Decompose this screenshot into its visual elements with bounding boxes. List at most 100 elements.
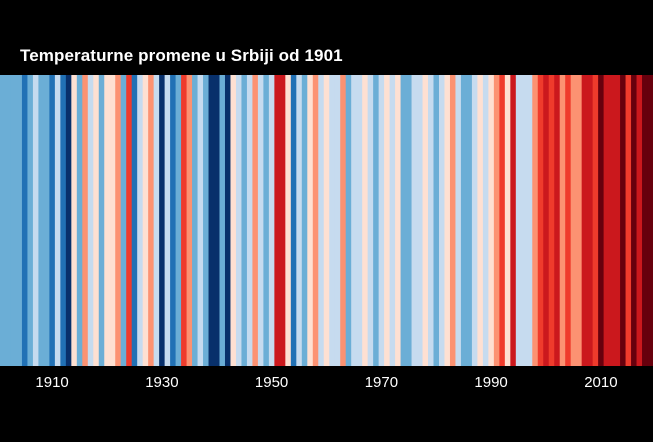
stripe-1907 bbox=[32, 75, 40, 366]
stripe-1962 bbox=[334, 75, 341, 366]
x-tick-label-1930: 1930 bbox=[145, 374, 179, 391]
stripe-1958 bbox=[312, 75, 319, 366]
stripe-1985 bbox=[460, 75, 468, 366]
stripe-1926 bbox=[137, 75, 144, 366]
stripe-1970 bbox=[378, 75, 385, 366]
stripe-2016 bbox=[631, 75, 638, 366]
stripe-2017 bbox=[636, 75, 643, 366]
stripe-1978 bbox=[422, 75, 429, 366]
stripe-1911 bbox=[54, 75, 61, 366]
stripe-1953 bbox=[285, 75, 292, 366]
stripe-1917 bbox=[87, 75, 94, 366]
stripe-1952 bbox=[279, 75, 286, 366]
stripe-1923 bbox=[120, 75, 127, 366]
stripe-1932 bbox=[170, 75, 177, 366]
stripe-1909 bbox=[43, 75, 50, 366]
stripe-1983 bbox=[449, 75, 457, 366]
stripe-2000 bbox=[543, 75, 550, 366]
stripe-1959 bbox=[318, 75, 325, 366]
stripes-plot-area bbox=[0, 75, 653, 366]
stripe-1936 bbox=[192, 75, 199, 366]
stripe-1949 bbox=[263, 75, 270, 366]
stripe-1943 bbox=[230, 75, 237, 366]
stripe-1929 bbox=[153, 75, 160, 366]
stripe-2002 bbox=[554, 75, 561, 366]
stripe-2014 bbox=[620, 75, 627, 366]
stripe-1908 bbox=[38, 75, 45, 366]
stripe-2003 bbox=[559, 75, 566, 366]
stripe-2011 bbox=[603, 75, 610, 366]
stripe-1968 bbox=[367, 75, 374, 366]
stripe-1960 bbox=[323, 75, 330, 366]
stripe-1999 bbox=[537, 75, 544, 366]
stripe-1910 bbox=[49, 75, 56, 366]
stripe-1916 bbox=[82, 75, 89, 366]
stripe-1993 bbox=[504, 75, 511, 366]
stripe-2018 bbox=[642, 75, 649, 366]
stripe-1966 bbox=[356, 75, 363, 366]
stripe-1987 bbox=[471, 75, 479, 366]
stripe-1942 bbox=[224, 75, 232, 366]
stripe-1913 bbox=[65, 75, 72, 366]
chart-title: Temperaturne promene u Srbiji od 1901 bbox=[20, 46, 343, 65]
stripe-1998 bbox=[532, 75, 539, 366]
x-axis: 1910 1930 1950 1970 1990 2010 bbox=[0, 366, 653, 442]
stripe-1986 bbox=[466, 75, 473, 366]
x-tick-label-2010: 2010 bbox=[584, 374, 618, 391]
stripe-1914 bbox=[71, 75, 78, 366]
stripe-2019 bbox=[647, 75, 653, 366]
stripe-2007 bbox=[581, 75, 588, 366]
stripe-1927 bbox=[142, 75, 149, 366]
stripe-1933 bbox=[175, 75, 182, 366]
stripe-1976 bbox=[411, 75, 418, 366]
stripe-2008 bbox=[587, 75, 594, 366]
x-tick-label-1950: 1950 bbox=[254, 374, 289, 391]
stripe-1935 bbox=[186, 75, 193, 366]
stripe-2004 bbox=[565, 75, 572, 366]
stripe-1921 bbox=[109, 75, 116, 366]
stripe-1964 bbox=[345, 75, 352, 366]
stripe-1972 bbox=[389, 75, 396, 366]
stripe-1975 bbox=[406, 75, 413, 366]
stripe-1951 bbox=[274, 75, 281, 366]
stripe-2015 bbox=[625, 75, 632, 366]
stripe-1991 bbox=[493, 75, 500, 366]
stripe-1938 bbox=[203, 75, 210, 366]
stripe-1945 bbox=[241, 75, 248, 366]
stripe-1980 bbox=[433, 75, 440, 366]
stripe-1967 bbox=[362, 75, 369, 366]
stripe-1995 bbox=[515, 75, 522, 366]
stripe-1924 bbox=[126, 75, 133, 366]
stripe-1934 bbox=[181, 75, 188, 366]
stripe-2013 bbox=[614, 75, 621, 366]
stripe-1971 bbox=[384, 75, 391, 366]
stripe-1977 bbox=[417, 75, 424, 366]
stripe-2010 bbox=[598, 75, 605, 366]
stripe-1981 bbox=[438, 75, 446, 366]
stripe-1937 bbox=[197, 75, 204, 366]
stripe-1919 bbox=[98, 75, 105, 366]
stripe-1912 bbox=[60, 75, 67, 366]
stripe-1954 bbox=[290, 75, 297, 366]
x-tick-label-1910: 1910 bbox=[35, 374, 69, 391]
stripe-2012 bbox=[609, 75, 616, 366]
stripe-1940 bbox=[214, 75, 221, 366]
stripe-1988 bbox=[477, 75, 484, 366]
stripe-1989 bbox=[482, 75, 489, 366]
x-tick-label-1990: 1990 bbox=[474, 374, 508, 391]
stripe-1928 bbox=[148, 75, 155, 366]
stripe-1905 bbox=[21, 75, 29, 366]
stripe-1930 bbox=[159, 75, 166, 366]
stripe-1902 bbox=[5, 75, 12, 366]
stripe-1956 bbox=[301, 75, 308, 366]
stripe-1925 bbox=[131, 75, 138, 366]
stripe-1948 bbox=[257, 75, 264, 366]
stripe-1990 bbox=[488, 75, 495, 366]
stripe-1965 bbox=[351, 75, 358, 366]
stripe-1939 bbox=[208, 75, 215, 366]
stripe-1992 bbox=[499, 75, 506, 366]
stripe-1947 bbox=[252, 75, 259, 366]
stripe-1920 bbox=[104, 75, 111, 366]
stripe-2006 bbox=[576, 75, 583, 366]
